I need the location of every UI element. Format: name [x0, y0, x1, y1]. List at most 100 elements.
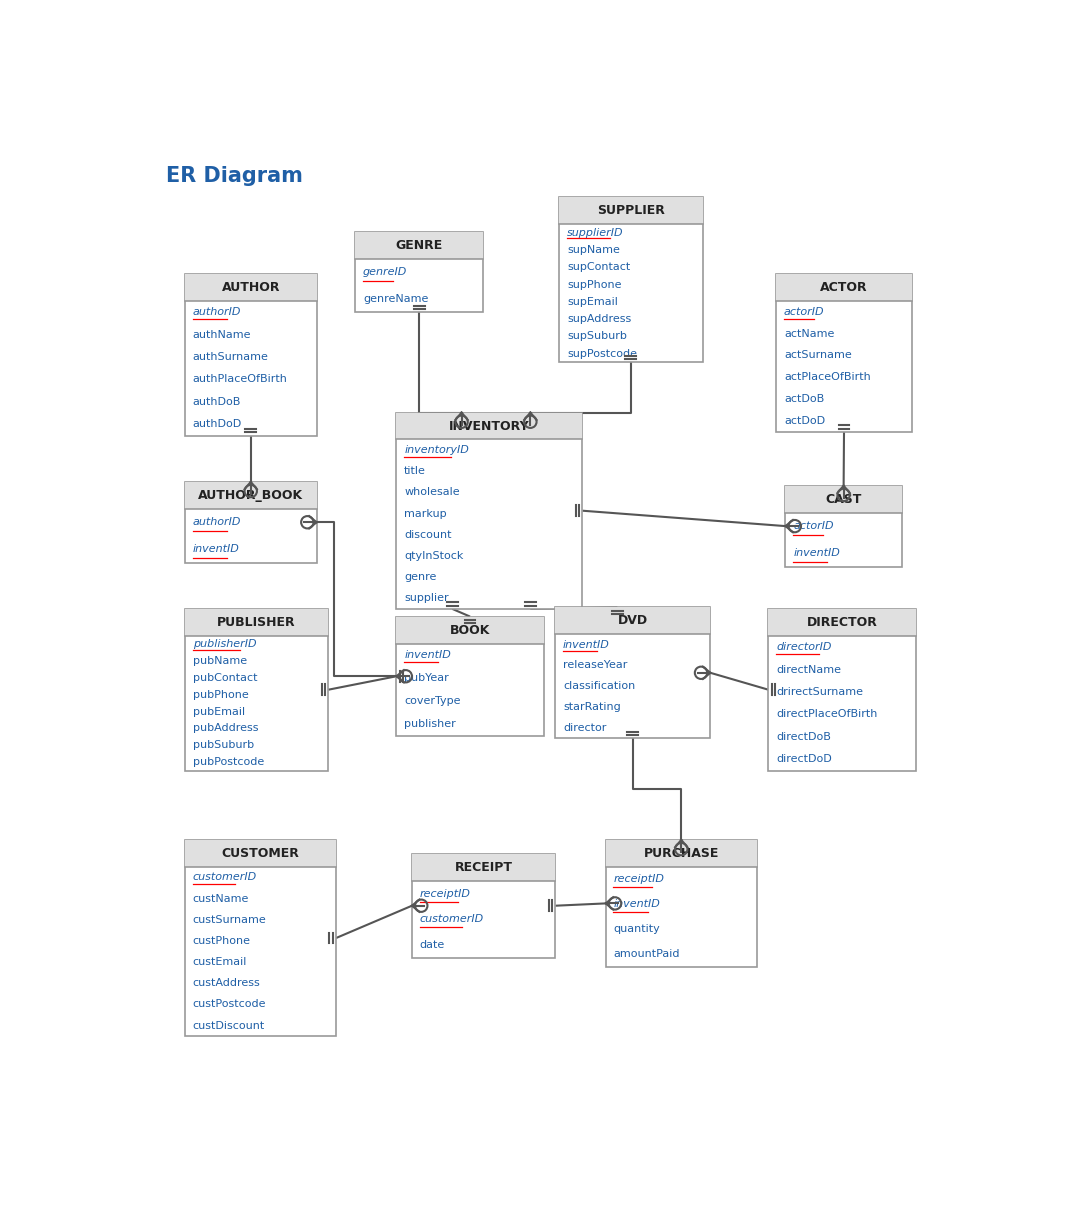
- Text: classification: classification: [563, 682, 635, 692]
- Text: publisherID: publisherID: [193, 639, 256, 649]
- Text: actPlaceOfBirth: actPlaceOfBirth: [784, 372, 870, 382]
- Text: custPhone: custPhone: [193, 936, 251, 946]
- Text: director: director: [563, 723, 607, 733]
- Text: authorID: authorID: [193, 518, 241, 528]
- Text: inventID: inventID: [563, 640, 610, 650]
- Text: pubEmail: pubEmail: [193, 706, 244, 716]
- Bar: [185, 608, 328, 635]
- Text: authorID: authorID: [193, 307, 241, 317]
- Text: receiptID: receiptID: [613, 874, 665, 885]
- Text: quantity: quantity: [613, 924, 661, 934]
- Text: genre: genre: [405, 572, 437, 583]
- Bar: [355, 231, 483, 312]
- Text: pubSuburb: pubSuburb: [193, 741, 254, 750]
- Text: INVENTORY: INVENTORY: [449, 420, 529, 432]
- Bar: [555, 607, 710, 738]
- Text: supplier: supplier: [405, 594, 449, 603]
- Text: inventID: inventID: [405, 650, 451, 660]
- Text: supAddress: supAddress: [567, 315, 632, 324]
- Text: qtyInStock: qtyInStock: [405, 551, 464, 561]
- Text: authPlaceOfBirth: authPlaceOfBirth: [193, 375, 287, 384]
- Text: genreID: genreID: [363, 267, 408, 277]
- Bar: [768, 608, 916, 771]
- Bar: [412, 854, 555, 881]
- Text: ER Diagram: ER Diagram: [166, 166, 302, 186]
- Text: ACTOR: ACTOR: [820, 280, 868, 294]
- Text: title: title: [405, 466, 426, 476]
- Bar: [185, 840, 336, 1037]
- Text: authDoB: authDoB: [193, 397, 241, 406]
- Bar: [776, 274, 911, 301]
- Text: wholesale: wholesale: [405, 487, 459, 497]
- Bar: [185, 840, 336, 867]
- Bar: [396, 617, 543, 644]
- Text: custDiscount: custDiscount: [193, 1021, 265, 1031]
- Bar: [412, 854, 555, 957]
- Bar: [560, 197, 703, 362]
- Text: custPostcode: custPostcode: [193, 1000, 266, 1010]
- Text: GENRE: GENRE: [396, 239, 443, 252]
- Text: customerID: customerID: [193, 873, 257, 883]
- Text: custEmail: custEmail: [193, 957, 247, 967]
- Text: supSuburb: supSuburb: [567, 332, 627, 341]
- Bar: [185, 274, 316, 301]
- Bar: [768, 608, 916, 635]
- Text: supName: supName: [567, 245, 620, 255]
- Bar: [606, 840, 756, 867]
- Text: drirectSurname: drirectSurname: [776, 687, 863, 696]
- Bar: [606, 840, 756, 967]
- Text: directName: directName: [776, 665, 841, 674]
- Text: directPlaceOfBirth: directPlaceOfBirth: [776, 710, 878, 720]
- Bar: [185, 608, 328, 771]
- Text: coverType: coverType: [405, 696, 461, 706]
- Bar: [776, 274, 911, 432]
- Text: custAddress: custAddress: [193, 978, 260, 988]
- Text: CAST: CAST: [825, 492, 862, 506]
- Text: actorID: actorID: [793, 521, 834, 531]
- Bar: [185, 482, 316, 563]
- Text: actorID: actorID: [784, 307, 824, 317]
- Bar: [396, 617, 543, 736]
- Bar: [785, 486, 902, 567]
- Text: pubYear: pubYear: [405, 673, 449, 683]
- Text: actName: actName: [784, 328, 834, 339]
- Text: discount: discount: [405, 530, 452, 540]
- Text: amountPaid: amountPaid: [613, 950, 680, 960]
- Text: actSurname: actSurname: [784, 350, 852, 360]
- Text: custSurname: custSurname: [193, 914, 267, 925]
- Text: date: date: [420, 940, 445, 950]
- Text: AUTHOR_BOOK: AUTHOR_BOOK: [198, 488, 303, 502]
- Text: pubPhone: pubPhone: [193, 690, 249, 700]
- Text: custName: custName: [193, 894, 249, 903]
- Text: starRating: starRating: [563, 703, 621, 712]
- Bar: [355, 231, 483, 258]
- Text: supPhone: supPhone: [567, 279, 622, 290]
- Text: inventID: inventID: [793, 548, 840, 558]
- Text: inventID: inventID: [613, 900, 661, 909]
- Text: supplierID: supplierID: [567, 228, 624, 237]
- Text: publisher: publisher: [405, 720, 456, 730]
- Text: genreName: genreName: [363, 294, 428, 304]
- Text: directDoD: directDoD: [776, 754, 832, 764]
- Text: customerID: customerID: [420, 914, 484, 924]
- Bar: [560, 197, 703, 224]
- Bar: [555, 607, 710, 634]
- Text: DVD: DVD: [618, 614, 648, 628]
- Text: markup: markup: [405, 509, 447, 519]
- Text: DIRECTOR: DIRECTOR: [807, 616, 878, 629]
- Text: authName: authName: [193, 329, 251, 339]
- Text: directorID: directorID: [776, 643, 832, 652]
- Text: pubName: pubName: [193, 656, 246, 666]
- Text: pubAddress: pubAddress: [193, 723, 258, 733]
- Text: authSurname: authSurname: [193, 353, 269, 362]
- Text: PUBLISHER: PUBLISHER: [217, 616, 296, 629]
- Bar: [396, 412, 582, 439]
- Text: receiptID: receiptID: [420, 889, 470, 898]
- Text: CUSTOMER: CUSTOMER: [222, 847, 299, 859]
- Text: actDoD: actDoD: [784, 416, 825, 426]
- Text: supPostcode: supPostcode: [567, 349, 637, 359]
- Text: releaseYear: releaseYear: [563, 661, 627, 671]
- Text: AUTHOR: AUTHOR: [222, 280, 280, 294]
- Text: authDoD: authDoD: [193, 420, 242, 430]
- Bar: [785, 486, 902, 513]
